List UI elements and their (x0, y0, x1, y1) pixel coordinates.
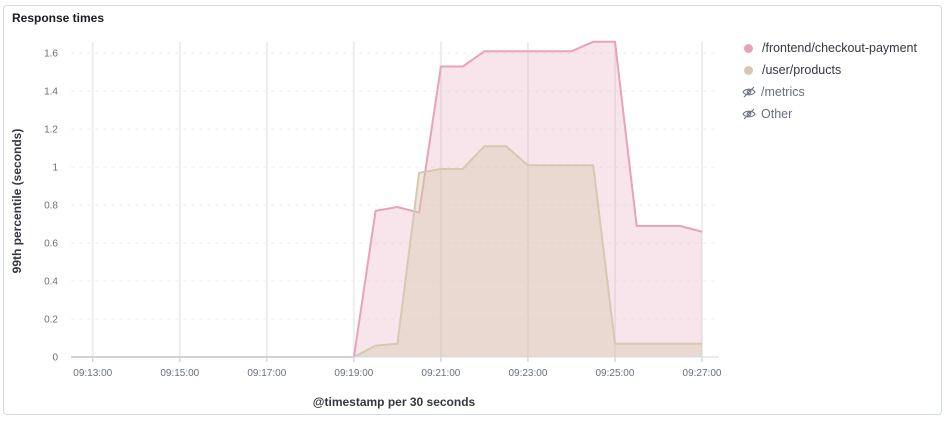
legend-label: /metrics (761, 85, 805, 99)
x-tick-label: 09:25:00 (595, 368, 634, 379)
legend-item-other[interactable]: Other (742, 103, 917, 125)
legend-swatch (744, 65, 753, 75)
y-tick-label: 1.6 (44, 49, 58, 60)
y-tick-label: 1.4 (44, 87, 58, 98)
y-tick-label: 0.2 (44, 315, 58, 326)
eye-closed-icon (742, 86, 756, 98)
legend-item-metrics[interactable]: /metrics (742, 81, 917, 103)
legend-label: Other (761, 107, 793, 121)
y-tick-label: 1.2 (44, 125, 58, 136)
x-tick-label: 09:27:00 (683, 368, 722, 379)
x-axis-label: @timestamp per 30 seconds (313, 395, 476, 409)
legend-label: /user/products (762, 63, 842, 77)
panel-title: Response times (12, 11, 105, 25)
chart-panel: Response times (3, 5, 942, 415)
x-tick-label: 09:23:00 (508, 368, 547, 379)
series-line-user-products[interactable] (71, 145, 702, 358)
x-tick-label: 09:13:00 (73, 368, 112, 379)
y-tick-label: 0.4 (44, 277, 58, 288)
legend-label: /frontend/checkout-payment (762, 41, 917, 55)
y-tick-label: 1 (52, 163, 58, 174)
series-line-checkout-payment[interactable] (71, 40, 703, 358)
legend-swatch (744, 43, 753, 53)
y-tick-label: 0.8 (44, 201, 58, 212)
legend-item-checkout-payment[interactable]: /frontend/checkout-payment (742, 37, 917, 59)
y-axis-label: 99th percentile (seconds) (10, 129, 24, 274)
y-tick-label: 0 (52, 353, 58, 364)
series-areas (71, 40, 703, 358)
grid-lines (71, 42, 719, 357)
eye-closed-icon (742, 108, 756, 120)
y-tick-label: 0.6 (44, 239, 58, 250)
chart-legend: /frontend/checkout-payment /user/product… (742, 37, 917, 125)
x-tick-label: 09:17:00 (247, 368, 286, 379)
series-area-checkout-payment (71, 41, 702, 358)
axes: 0 0.2 0.4 0.6 0.8 1 1.2 1.4 1.6 09:13:00 09:15:00 0… (44, 49, 722, 379)
legend-item-user-products[interactable]: /user/products (742, 59, 917, 81)
x-tick-label: 09:15:00 (160, 368, 199, 379)
x-tick-label: 09:19:00 (334, 368, 373, 379)
series-area-user-products (71, 146, 702, 357)
x-tick-label: 09:21:00 (421, 368, 460, 379)
